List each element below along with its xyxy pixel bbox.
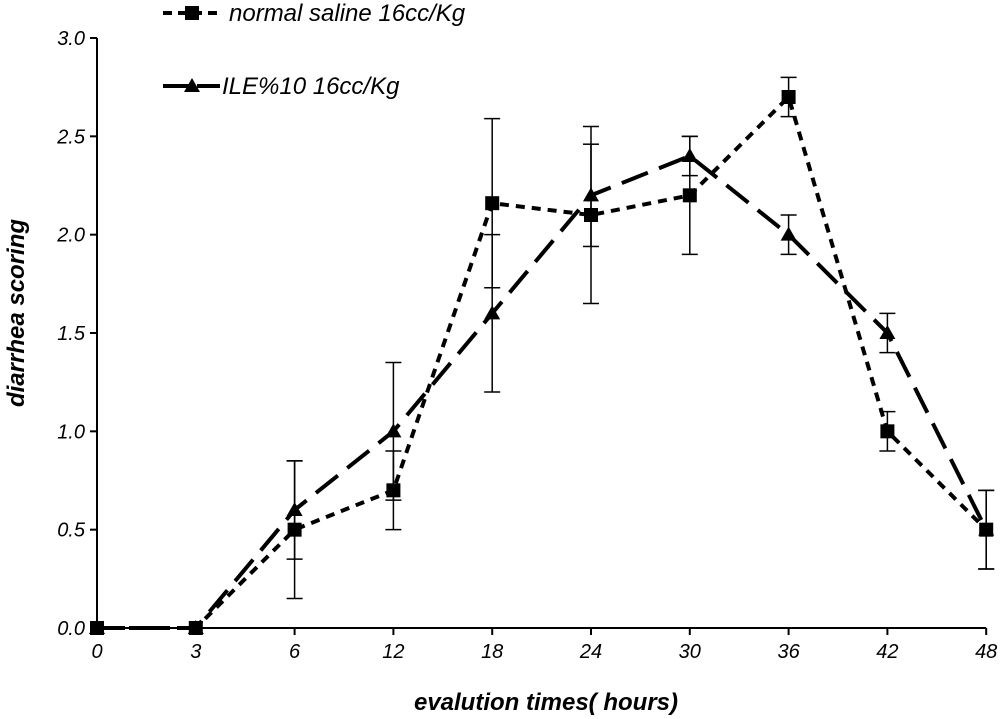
triangle-marker: [89, 620, 105, 634]
axes: [96, 38, 987, 629]
x-tick-label: 24: [579, 641, 602, 663]
legend-label: normal saline 16cc/Kg: [229, 0, 466, 27]
series-line-1: [97, 93, 988, 630]
y-tick-label: 1.5: [57, 323, 86, 345]
y-tick-label: 2.5: [56, 126, 86, 148]
y-axis-ticks: 0.0 0.5 1.0 1.5 2.0 2.5 3.0: [56, 28, 97, 640]
x-tick-label: 30: [679, 641, 701, 663]
y-tick-label: 1.0: [57, 421, 85, 443]
square-marker: [386, 483, 401, 498]
series-lines: [97, 93, 988, 630]
legend-label: ILE%10 16cc/Kg: [222, 73, 400, 100]
series-line-2: [97, 153, 988, 630]
x-tick-label: 0: [91, 641, 102, 663]
x-tick-label: 36: [777, 641, 800, 663]
triangle-marker: [583, 187, 599, 202]
square-marker: [682, 188, 697, 203]
legend-triangle-icon: [184, 78, 200, 92]
x-axis-title: evalution times( hours): [414, 689, 678, 716]
x-tick-label: 48: [975, 641, 997, 663]
triangle-marker: [484, 305, 501, 320]
legend: normal saline 16cc/Kg ILE%10 16cc/Kg: [163, 0, 466, 100]
series-markers: [89, 90, 995, 635]
square-marker: [287, 522, 302, 537]
square-marker: [485, 196, 500, 211]
triangle-marker: [978, 521, 995, 536]
x-tick-label: 42: [876, 641, 898, 663]
x-tick-label: 3: [190, 641, 201, 663]
triangle-marker: [286, 502, 303, 516]
square-marker: [584, 208, 598, 222]
triangle-marker: [780, 226, 797, 241]
y-tick-label: 0.5: [57, 520, 86, 542]
y-axis-title: diarrhea scoring: [3, 219, 30, 407]
triangle-marker: [681, 148, 698, 162]
y-tick-label: 0.0: [57, 618, 85, 640]
x-tick-label: 18: [481, 641, 503, 663]
square-marker: [880, 424, 895, 439]
x-tick-label: 6: [289, 641, 301, 663]
y-tick-label: 3.0: [57, 28, 85, 50]
x-tick-label: 12: [382, 641, 404, 663]
triangle-marker: [187, 620, 204, 634]
triangle-marker: [879, 325, 896, 339]
triangle-marker: [385, 423, 402, 438]
y-tick-label: 2.0: [56, 225, 85, 247]
square-marker: [781, 90, 796, 104]
x-axis-ticks: 0 3 6 12 18 24 30 36 42 48: [91, 628, 997, 663]
legend-item-2: ILE%10 16cc/Kg: [163, 73, 400, 100]
legend-square-icon: [185, 6, 199, 20]
legend-item-1: normal saline 16cc/Kg: [163, 0, 466, 27]
